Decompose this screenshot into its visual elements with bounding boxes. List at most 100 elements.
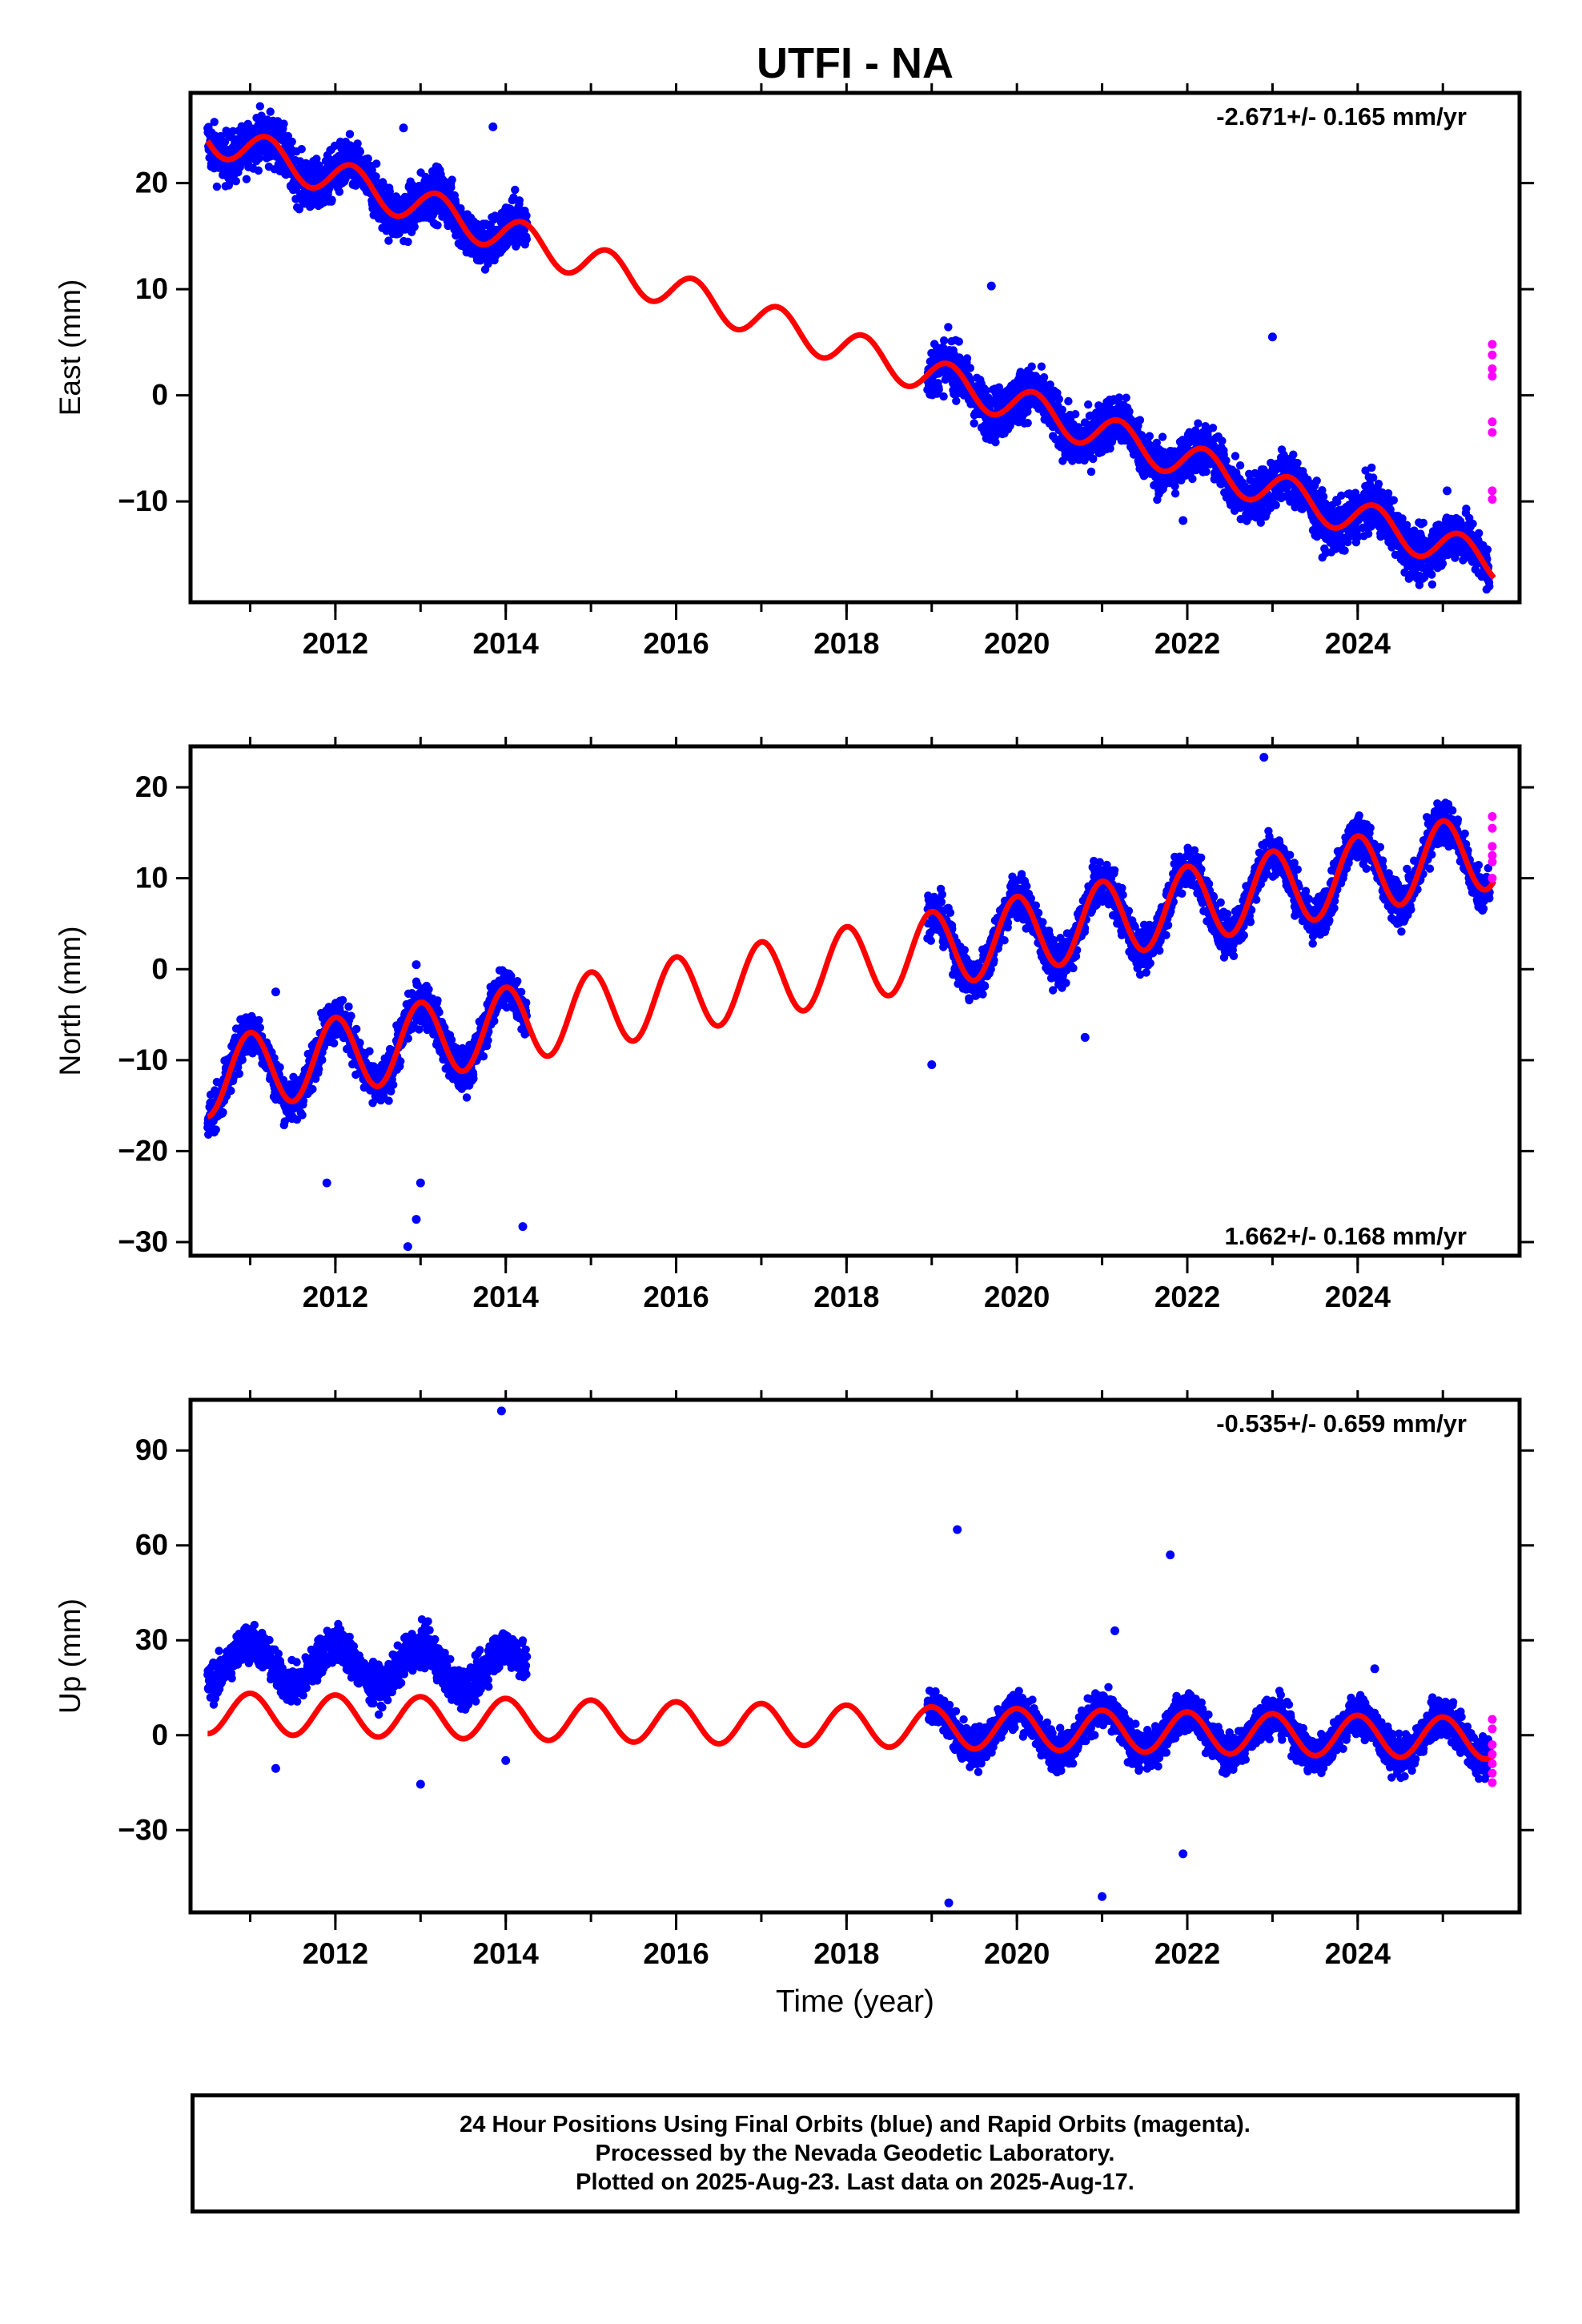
x-tick-label: 2018 xyxy=(813,627,879,660)
data-point xyxy=(389,1080,398,1089)
data-point xyxy=(404,1034,412,1043)
rapid-orbit-point xyxy=(1488,494,1497,504)
outlier-point xyxy=(399,123,408,133)
data-point xyxy=(255,1023,264,1032)
y-tick-label: 20 xyxy=(135,167,168,199)
data-point xyxy=(404,237,412,247)
data-point xyxy=(1438,559,1447,568)
data-point xyxy=(1023,407,1032,416)
data-point xyxy=(242,175,251,183)
data-point xyxy=(970,419,978,428)
rapid-orbit-point xyxy=(1488,428,1497,437)
data-point xyxy=(448,175,456,184)
data-point xyxy=(1089,454,1098,464)
data-point xyxy=(227,1086,235,1096)
outlier-point xyxy=(488,122,498,131)
rapid-orbit-point xyxy=(1488,372,1497,381)
data-point xyxy=(1086,467,1096,476)
data-point xyxy=(522,211,531,220)
data-point xyxy=(1485,582,1494,591)
data-point xyxy=(1106,444,1114,453)
x-tick-label: 2012 xyxy=(303,627,368,660)
data-point xyxy=(1374,480,1383,489)
data-point xyxy=(255,154,263,163)
data-point xyxy=(384,236,393,245)
data-point xyxy=(315,1064,323,1074)
data-point xyxy=(298,1111,307,1120)
data-point xyxy=(219,1108,227,1117)
outlier-point xyxy=(1443,486,1452,496)
data-point xyxy=(353,139,362,148)
rapid-orbit-point xyxy=(1488,417,1497,427)
data-point xyxy=(515,196,524,205)
data-point xyxy=(1222,456,1231,465)
outlier-point xyxy=(1178,516,1188,525)
data-point xyxy=(231,177,240,186)
rapid-orbit-point xyxy=(1488,340,1497,349)
data-point xyxy=(1293,458,1302,468)
data-point xyxy=(266,107,275,116)
x-tick-label: 2016 xyxy=(643,627,709,660)
data-point xyxy=(410,223,419,231)
data-point xyxy=(220,137,230,147)
data-point xyxy=(295,205,303,214)
data-point xyxy=(318,1055,327,1064)
data-point xyxy=(462,1093,472,1102)
data-point xyxy=(1054,395,1064,404)
data-point xyxy=(338,995,347,1005)
data-point xyxy=(279,119,288,128)
data-point xyxy=(1427,570,1436,579)
data-point xyxy=(1122,393,1130,402)
data-point xyxy=(1231,452,1240,460)
data-point xyxy=(312,155,321,163)
data-point xyxy=(522,235,531,243)
data-point xyxy=(384,1096,393,1105)
data-point xyxy=(255,102,264,111)
data-point xyxy=(952,396,961,405)
data-point xyxy=(287,137,296,147)
data-point xyxy=(238,1055,247,1064)
data-point xyxy=(1135,416,1145,424)
data-point xyxy=(1333,497,1342,507)
data-point xyxy=(966,364,975,372)
data-point xyxy=(347,1011,355,1020)
rapid-orbit-point xyxy=(1488,350,1497,360)
data-point xyxy=(363,154,372,163)
data-point xyxy=(1369,473,1378,482)
data-point xyxy=(484,259,492,268)
data-point xyxy=(1058,405,1067,414)
data-point xyxy=(1188,474,1197,484)
data-point xyxy=(1289,450,1298,459)
data-point xyxy=(1402,521,1411,529)
data-point xyxy=(944,323,953,332)
data-point xyxy=(365,1047,374,1055)
data-point xyxy=(1158,432,1167,441)
data-point xyxy=(1084,400,1093,409)
data-point xyxy=(1202,467,1211,476)
data-point xyxy=(954,337,964,346)
data-point xyxy=(1363,529,1373,538)
chart-title: UTFI - NA xyxy=(757,39,954,87)
data-point xyxy=(433,221,442,230)
data-point xyxy=(939,336,949,345)
data-point xyxy=(433,996,442,1005)
data-point xyxy=(211,1125,220,1134)
data-point xyxy=(302,159,311,167)
data-point xyxy=(520,226,529,235)
data-point xyxy=(435,1007,444,1017)
data-point xyxy=(297,145,306,154)
data-point xyxy=(1319,492,1328,501)
rapid-orbit-point xyxy=(1488,486,1497,496)
data-point xyxy=(934,385,943,394)
rate-annotation: -2.671+/- 0.165 mm/yr xyxy=(1216,103,1467,131)
data-point xyxy=(1367,463,1376,472)
data-point xyxy=(1125,407,1134,416)
data-point xyxy=(1318,486,1327,495)
final-orbit-points xyxy=(203,753,1494,1252)
data-point xyxy=(371,172,380,181)
y-tick-label: 0 xyxy=(151,379,168,412)
data-point xyxy=(355,147,364,156)
